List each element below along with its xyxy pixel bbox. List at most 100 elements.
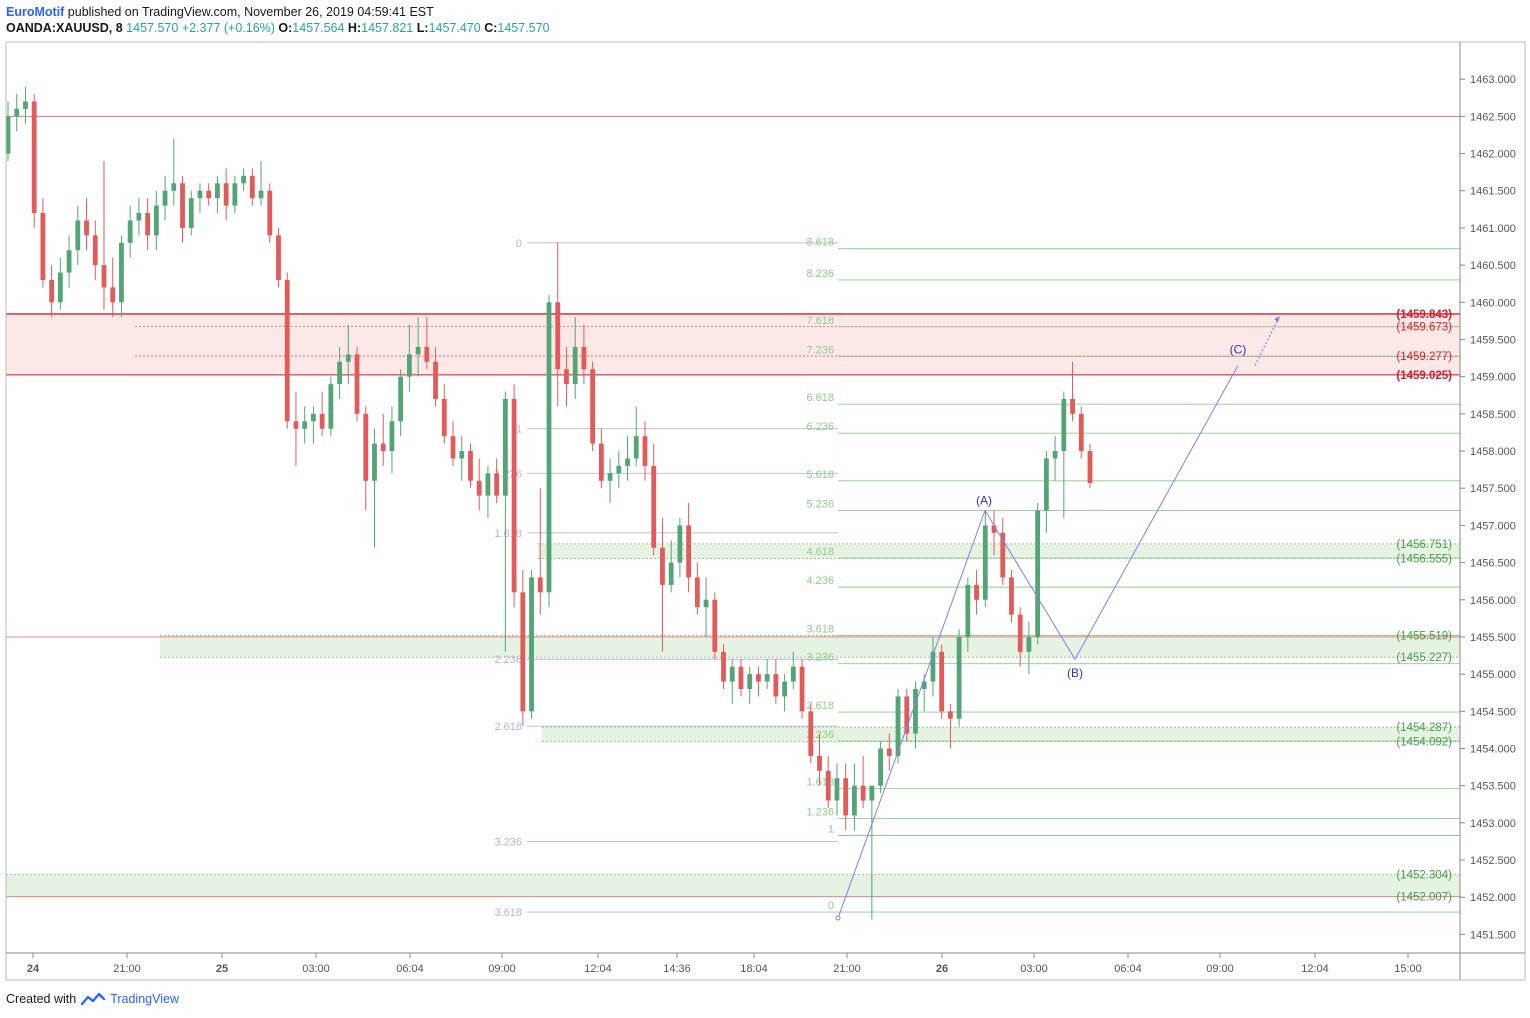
level-label: (1454.092) <box>1396 737 1452 749</box>
candle-body <box>145 213 151 236</box>
candle-body <box>520 592 526 712</box>
fib-left-label: 0 <box>516 238 522 250</box>
candle-body <box>502 398 508 496</box>
candle-body <box>424 346 430 362</box>
candle-body <box>974 584 979 600</box>
candle-body <box>127 220 133 243</box>
candle-body <box>485 473 491 496</box>
candle-body <box>790 666 796 682</box>
y-tick-label: 1455.000 <box>1470 669 1516 681</box>
candle-body <box>57 272 63 303</box>
candle-body <box>886 748 892 756</box>
candle-body <box>171 183 177 191</box>
open-value: 1457.564 <box>292 21 345 35</box>
wave-label: (C) <box>1230 342 1247 356</box>
candle-body <box>136 213 142 221</box>
candle-body <box>180 183 185 228</box>
fib-right-label: 3.236 <box>806 652 834 664</box>
candle-body <box>712 599 718 652</box>
candle-body <box>119 242 124 303</box>
fib-left-label: 3.236 <box>494 836 522 848</box>
y-tick-label: 1456.500 <box>1470 558 1516 570</box>
footer: Created with TradingView <box>6 992 179 1006</box>
candle-body <box>668 562 674 585</box>
candle-body <box>895 696 901 756</box>
candle-body <box>913 688 918 734</box>
candle-body <box>1078 413 1084 452</box>
fib-right-label: 7.618 <box>806 315 834 327</box>
level-label: (1456.555) <box>1396 553 1452 565</box>
candle-body <box>1009 577 1014 615</box>
candle-body <box>415 346 421 355</box>
y-tick-label: 1461.000 <box>1470 223 1516 235</box>
fib-right-label: 5.236 <box>806 499 834 511</box>
candle-body <box>241 175 246 184</box>
fib-left-label: 2.618 <box>494 721 522 733</box>
fib-right-label: 1.236 <box>806 806 834 818</box>
y-tick-label: 1458.500 <box>1470 409 1516 421</box>
low-label: L: <box>416 21 429 35</box>
price-chart[interactable]: 0 1 1.236 1.618 2.236 2.618 3.236 3.618 8.618 8.2… <box>0 0 1530 990</box>
x-tick-label: 21:00 <box>113 963 141 975</box>
y-tick-label: 1457.000 <box>1470 520 1516 532</box>
candle-body <box>319 413 325 429</box>
candle-body <box>860 785 866 801</box>
candle-body <box>729 666 735 682</box>
high-label: H: <box>347 21 362 35</box>
wave-label: (A) <box>976 494 992 508</box>
candle-body <box>581 346 587 370</box>
candle-body <box>337 361 342 385</box>
candle-body <box>965 584 971 637</box>
x-tick-label: 03:00 <box>1020 963 1048 975</box>
fib-right-label: 2.618 <box>806 700 834 712</box>
fib-right-label: 1 <box>828 823 834 835</box>
support-zone <box>538 543 1460 559</box>
candle-body <box>939 651 945 712</box>
candle-body <box>5 116 11 154</box>
candle-body <box>249 175 255 199</box>
candle-body <box>825 770 831 801</box>
y-tick-label: 1459.500 <box>1470 334 1516 346</box>
level-label: (1459.673) <box>1396 322 1452 334</box>
y-tick-label: 1460.500 <box>1470 260 1516 272</box>
level-label: (1452.304) <box>1396 870 1452 882</box>
candle-body <box>808 711 814 756</box>
candle-body <box>311 413 316 422</box>
candle-body <box>84 220 89 236</box>
fib-left-label: 2.236 <box>494 654 522 666</box>
y-tick-label: 1461.500 <box>1470 186 1516 198</box>
candle-body <box>406 354 412 377</box>
y-tick-label: 1452.500 <box>1470 855 1516 867</box>
chart-header: EuroMotif published on TradingView.com, … <box>6 4 550 36</box>
fib-right-label: 2.236 <box>806 729 834 741</box>
created-with-text: Created with <box>6 992 77 1006</box>
x-tick-label: 09:00 <box>488 963 516 975</box>
candle-body <box>1035 510 1041 637</box>
candle-body <box>372 443 377 481</box>
fib-left-label: 1 <box>516 424 522 436</box>
level-label: (1459.025) <box>1396 370 1452 382</box>
support-zone <box>6 874 1460 897</box>
y-tick-label: 1462.000 <box>1470 149 1516 161</box>
candle-body <box>817 755 822 771</box>
candle-body <box>75 220 81 251</box>
y-tick-label: 1455.500 <box>1470 632 1516 644</box>
y-tick-label: 1453.000 <box>1470 818 1516 830</box>
candle-body <box>354 354 360 414</box>
candle-body <box>590 369 596 444</box>
level-label: (1454.287) <box>1396 722 1452 734</box>
x-tick-label: 06:04 <box>1114 963 1142 975</box>
candle-body <box>511 398 517 593</box>
tradingview-link[interactable]: TradingView <box>110 992 179 1006</box>
y-tick-label: 1458.000 <box>1470 446 1516 458</box>
candle-body <box>380 443 386 452</box>
projection-arrow <box>1254 316 1280 366</box>
author-link[interactable]: EuroMotif <box>6 5 65 19</box>
candle-body <box>1052 451 1058 459</box>
candle-body <box>433 361 438 399</box>
close-label: C: <box>484 21 498 35</box>
price-change: +2.377 (+0.16%) <box>181 21 275 35</box>
candle-body <box>162 190 168 206</box>
support-zone <box>542 727 1460 742</box>
candle-body <box>293 421 299 429</box>
